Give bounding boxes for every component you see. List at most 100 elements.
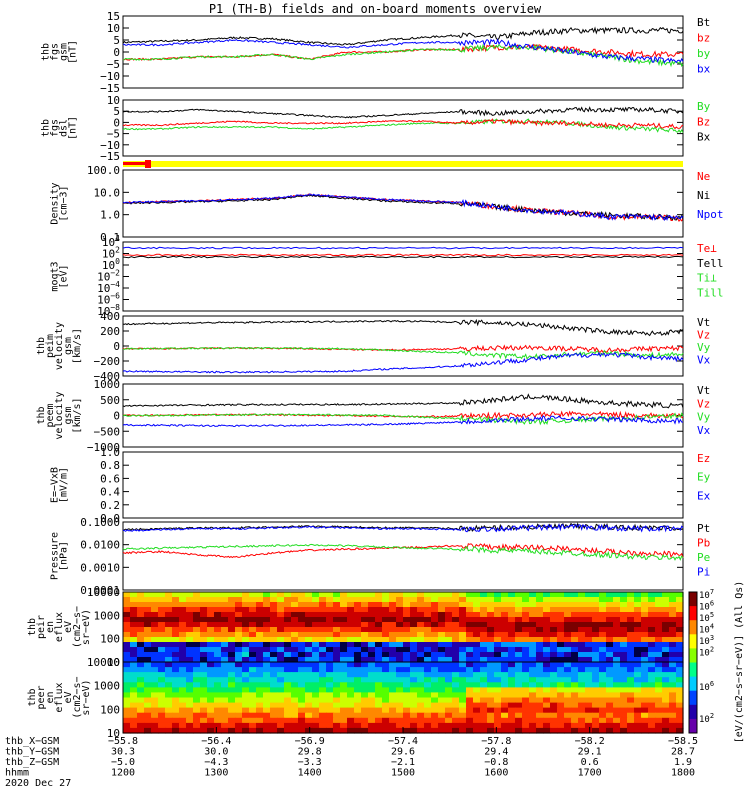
spectrogram-cell <box>417 707 425 714</box>
spectrogram-cell <box>550 637 558 643</box>
spectrogram-cell <box>634 662 642 668</box>
spectrogram-cell <box>620 617 628 623</box>
spectrogram-cell <box>186 682 194 688</box>
spectrogram-cell <box>494 717 502 724</box>
spectrogram-cell <box>396 622 404 628</box>
spectrogram-cell <box>298 627 306 633</box>
spectrogram-cell <box>634 692 642 699</box>
spectrogram-cell <box>340 657 348 663</box>
spectrogram-cell <box>235 712 243 719</box>
spectrogram-cell <box>543 682 551 688</box>
spectrogram-cell <box>151 632 159 638</box>
spectrogram-cell <box>550 607 558 613</box>
spectrogram-cell <box>599 647 607 653</box>
spectrogram-cell <box>627 672 635 678</box>
spectrogram-cell <box>459 622 467 628</box>
spectrogram-cell <box>361 707 369 714</box>
spectrogram-cell <box>263 677 271 683</box>
spectrogram-cell <box>305 672 313 678</box>
spectrogram-cell <box>284 692 292 699</box>
spectrogram-cell <box>522 712 530 719</box>
spectrogram-cell <box>396 597 404 603</box>
spectrogram-cell <box>417 712 425 719</box>
spectrogram-cell <box>431 637 439 643</box>
spectrogram-cell <box>417 682 425 688</box>
spectrogram-cell <box>144 617 152 623</box>
spectrogram-cell <box>221 707 229 714</box>
spectrogram-cell <box>333 662 341 668</box>
spectrogram-cell <box>305 702 313 709</box>
spectrogram-cell <box>459 652 467 658</box>
spectrogram-cell <box>613 617 621 623</box>
spectrogram-cell <box>396 657 404 663</box>
spectrogram-cell <box>130 722 138 729</box>
spectrogram-cell <box>466 637 474 643</box>
spectrogram-cell <box>319 652 327 658</box>
spectrogram-cell <box>172 627 180 633</box>
spectrogram-cell <box>375 692 383 699</box>
spectrogram-cell <box>235 662 243 668</box>
panel-frame-3 <box>122 169 684 238</box>
spectrogram-cell <box>473 687 481 694</box>
spectrogram-cell <box>564 662 572 668</box>
spectrogram-cell <box>522 602 530 608</box>
spectrogram-cell <box>613 632 621 638</box>
spectrogram-cell <box>522 617 530 623</box>
spectrogram-cell <box>193 722 201 729</box>
spectrogram-cell <box>536 622 544 628</box>
spectrogram-cell <box>277 702 285 709</box>
spectrogram-cell <box>529 607 537 613</box>
spectrogram-cell <box>403 622 411 628</box>
spectrogram-cell <box>536 677 544 683</box>
ytick-label: 500 <box>100 394 120 407</box>
trace-Vy <box>122 412 684 426</box>
spectrogram-cell <box>326 727 334 734</box>
spectrogram-cell <box>158 692 166 699</box>
spectrogram-cell <box>151 657 159 663</box>
spectrogram-cell <box>305 692 313 699</box>
spectrogram-cell <box>501 642 509 648</box>
spectrogram-cell <box>186 667 194 673</box>
spectrogram-cell <box>256 682 264 688</box>
legend-Ez: Ez <box>697 452 710 465</box>
spectrogram-cell <box>144 612 152 618</box>
colorbar-segment <box>689 592 697 607</box>
spectrogram-cell <box>592 657 600 663</box>
xaxis-value: −56.4 <box>201 736 231 747</box>
spectrogram-cell <box>179 717 187 724</box>
spectrogram-cell <box>123 657 131 663</box>
spectrogram-cell <box>382 612 390 618</box>
spectrogram-cell <box>256 622 264 628</box>
spectrogram-cell <box>494 687 502 694</box>
orbit-bar <box>123 161 683 167</box>
spectrogram-cell <box>221 712 229 719</box>
spectrogram-cell <box>179 642 187 648</box>
spectrogram-cell <box>613 677 621 683</box>
spectrogram-cell <box>494 682 502 688</box>
spectrogram-cell <box>571 627 579 633</box>
spectrogram-cell <box>298 622 306 628</box>
spectrogram-cell <box>676 702 684 709</box>
legend-By: By <box>697 100 711 113</box>
ylabel-line: fgs <box>50 119 61 137</box>
spectrogram-cell <box>599 617 607 623</box>
spectrogram-cell <box>389 627 397 633</box>
spectrogram-cell <box>137 652 145 658</box>
spectrogram-cell <box>284 707 292 714</box>
spectrogram-cell <box>438 632 446 638</box>
spectrogram-cell <box>466 652 474 658</box>
spectrogram-cell <box>494 662 502 668</box>
legend-Pi: Pi <box>697 566 710 579</box>
spectrogram-cell <box>249 647 257 653</box>
spectrogram-cell <box>389 632 397 638</box>
temperature-trace <box>122 246 684 250</box>
spectrogram-cell <box>445 707 453 714</box>
spectrogram-cell <box>382 697 390 704</box>
spectrogram-cell <box>396 727 404 734</box>
spectrogram-cell <box>592 707 600 714</box>
spectrogram-cell <box>375 647 383 653</box>
spectrogram-cell <box>634 697 642 704</box>
spectrogram-cell <box>424 672 432 678</box>
spectrogram-cell <box>410 592 418 598</box>
ytick-label: 400 <box>100 310 120 323</box>
